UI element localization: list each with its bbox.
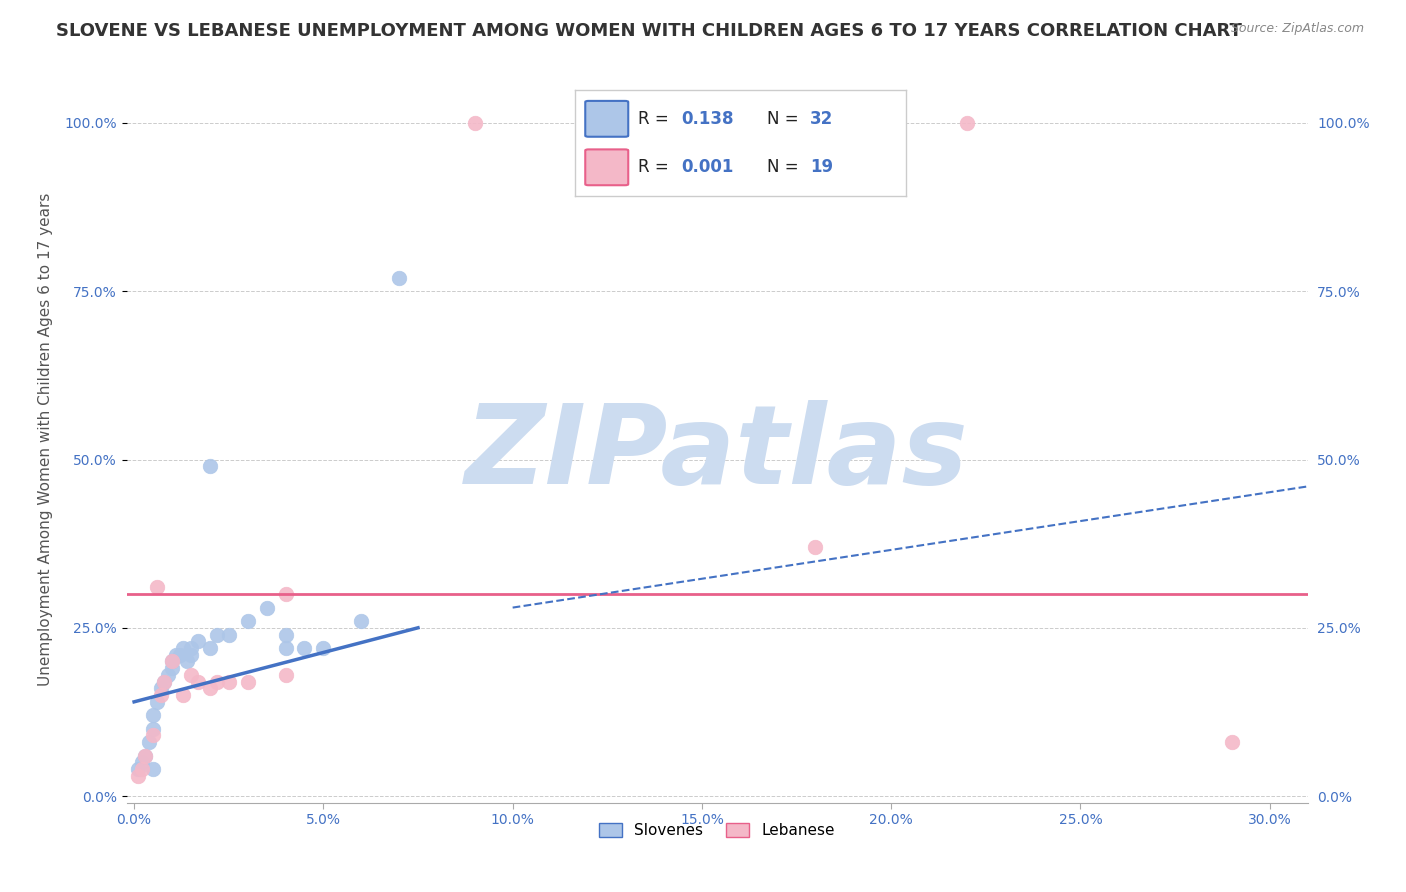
Point xyxy=(956,116,979,130)
Point xyxy=(198,681,221,696)
Point xyxy=(157,668,180,682)
Point xyxy=(274,627,297,641)
Point xyxy=(142,762,165,776)
Point xyxy=(236,674,259,689)
Point xyxy=(464,116,486,130)
Point xyxy=(180,668,202,682)
Point xyxy=(142,722,165,736)
Point xyxy=(274,640,297,655)
Point xyxy=(172,640,194,655)
Point xyxy=(149,688,172,702)
Point xyxy=(153,674,176,689)
Point xyxy=(187,634,209,648)
Point xyxy=(236,614,259,628)
Legend: Slovenes, Lebanese: Slovenes, Lebanese xyxy=(592,815,842,846)
Point xyxy=(127,762,149,776)
Point xyxy=(138,735,160,749)
Y-axis label: Unemployment Among Women with Children Ages 6 to 17 years: Unemployment Among Women with Children A… xyxy=(38,193,53,686)
Point xyxy=(180,648,202,662)
Point xyxy=(350,614,373,628)
Point xyxy=(134,748,156,763)
Point xyxy=(274,668,297,682)
Point xyxy=(207,627,229,641)
Point xyxy=(218,674,240,689)
Point xyxy=(218,627,240,641)
Point xyxy=(1220,735,1243,749)
Point xyxy=(804,540,827,554)
Point xyxy=(131,756,153,770)
Point xyxy=(169,648,191,662)
Point xyxy=(187,674,209,689)
Point xyxy=(131,762,153,776)
Point xyxy=(146,695,169,709)
Point xyxy=(294,640,316,655)
Point xyxy=(274,587,297,601)
Point xyxy=(312,640,335,655)
Point xyxy=(176,655,198,669)
Point xyxy=(652,116,675,130)
Point xyxy=(146,581,169,595)
Point xyxy=(198,459,221,474)
Point xyxy=(153,674,176,689)
Point xyxy=(165,648,187,662)
Point xyxy=(207,674,229,689)
Point xyxy=(180,640,202,655)
Text: SLOVENE VS LEBANESE UNEMPLOYMENT AMONG WOMEN WITH CHILDREN AGES 6 TO 17 YEARS CO: SLOVENE VS LEBANESE UNEMPLOYMENT AMONG W… xyxy=(56,22,1241,40)
Text: ZIPatlas: ZIPatlas xyxy=(465,401,969,508)
Point xyxy=(127,769,149,783)
Point xyxy=(160,655,183,669)
Point xyxy=(149,681,172,696)
Point xyxy=(172,688,194,702)
Point xyxy=(142,708,165,723)
Text: Source: ZipAtlas.com: Source: ZipAtlas.com xyxy=(1230,22,1364,36)
Point xyxy=(198,640,221,655)
Point xyxy=(160,655,183,669)
Point xyxy=(388,270,411,285)
Point xyxy=(142,729,165,743)
Point xyxy=(160,661,183,675)
Point xyxy=(256,600,278,615)
Point xyxy=(134,748,156,763)
